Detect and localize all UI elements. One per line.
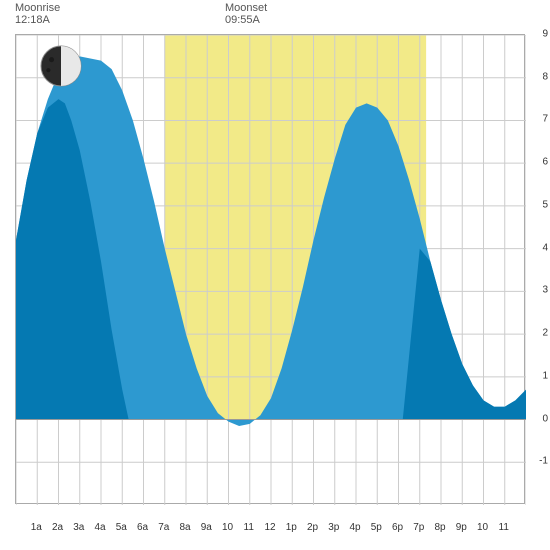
x-tick-label: 5p (371, 522, 382, 533)
y-tick-label: 0 (542, 413, 548, 424)
x-tick-label: 7a (158, 522, 169, 533)
x-tick-label: 2p (307, 522, 318, 533)
y-tick-label: 8 (542, 71, 548, 82)
x-tick-label: 3a (73, 522, 84, 533)
y-tick-label: 1 (542, 370, 548, 381)
x-tick-label: 6a (137, 522, 148, 533)
y-tick-label: 6 (542, 157, 548, 168)
moonrise-block: Moonrise 12:18A (15, 2, 60, 26)
y-tick-label: 9 (542, 29, 548, 40)
chart-plot-area (15, 34, 525, 504)
tide-chart-svg (16, 35, 526, 505)
y-tick-label: 7 (542, 114, 548, 125)
y-tick-label: 2 (542, 328, 548, 339)
y-tick-label: 5 (542, 199, 548, 210)
x-tick-label: 10 (477, 522, 488, 533)
y-tick-label: 3 (542, 285, 548, 296)
x-tick-label: 8p (434, 522, 445, 533)
x-tick-label: 9a (201, 522, 212, 533)
x-tick-label: 4a (94, 522, 105, 533)
x-tick-label: 2a (52, 522, 63, 533)
x-tick-label: 11 (244, 522, 254, 533)
moonrise-time: 12:18A (15, 14, 60, 26)
x-axis-labels: 1a 2a 3a 4a 5a 6a 7a 8a 9a 10 11 12 1p 2p 3p 4p 5p 6p 7p 8p… (15, 522, 525, 542)
x-tick-label: 3p (328, 522, 339, 533)
x-tick-label: 6p (392, 522, 403, 533)
moonset-block: Moonset 09:55A (225, 2, 267, 26)
moon-phase-icon (40, 45, 82, 92)
header: Moonrise 12:18A Moonset 09:55A (0, 2, 550, 32)
x-tick-label: 1a (31, 522, 42, 533)
x-tick-label: 1p (286, 522, 297, 533)
y-axis-labels: -10123456789 (536, 34, 548, 504)
x-tick-label: 5a (116, 522, 127, 533)
x-tick-label: 4p (349, 522, 360, 533)
x-tick-label: 10 (222, 522, 233, 533)
tide-chart-container: Moonrise 12:18A Moonset 09:55A 1a 2a 3a 4a 5… (0, 0, 550, 550)
x-tick-label: 9p (456, 522, 467, 533)
x-tick-label: 11 (499, 522, 509, 533)
x-tick-label: 12 (264, 522, 275, 533)
y-tick-label: -1 (539, 456, 548, 467)
x-tick-label: 7p (413, 522, 424, 533)
x-tick-label: 8a (179, 522, 190, 533)
moonset-time: 09:55A (225, 14, 267, 26)
moonrise-label: Moonrise (15, 2, 60, 14)
y-tick-label: 4 (542, 242, 548, 253)
moonset-label: Moonset (225, 2, 267, 14)
